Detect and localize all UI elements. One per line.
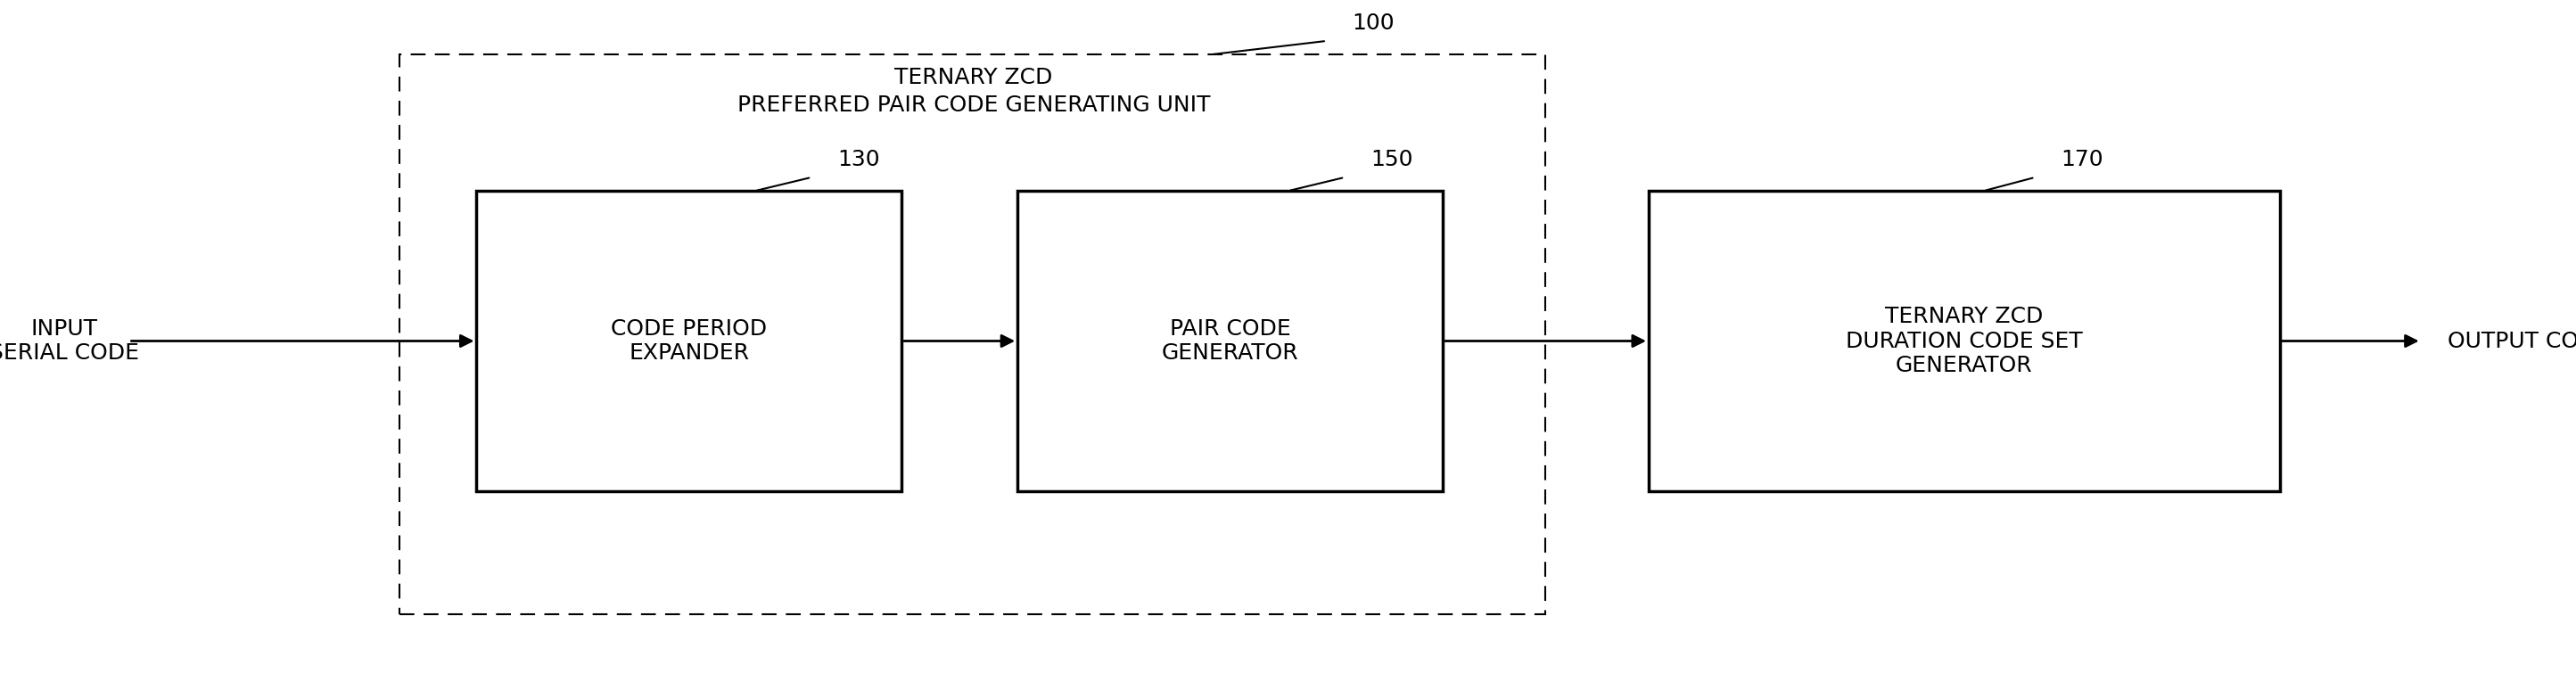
Text: 100: 100 bbox=[1352, 13, 1394, 34]
Bar bbox=[1649, 191, 2280, 491]
Text: OUTPUT CODE: OUTPUT CODE bbox=[2447, 330, 2576, 352]
Text: PAIR CODE
GENERATOR: PAIR CODE GENERATOR bbox=[1162, 318, 1298, 364]
Text: PREFERRED PAIR CODE GENERATING UNIT: PREFERRED PAIR CODE GENERATING UNIT bbox=[737, 95, 1211, 116]
Text: 170: 170 bbox=[2061, 149, 2102, 170]
Text: TERNARY ZCD: TERNARY ZCD bbox=[894, 68, 1054, 89]
Text: INPUT
SERIAL CODE: INPUT SERIAL CODE bbox=[0, 318, 139, 364]
Bar bbox=[477, 191, 902, 491]
Text: 150: 150 bbox=[1370, 149, 1412, 170]
Bar bbox=[1018, 191, 1443, 491]
Text: CODE PERIOD
EXPANDER: CODE PERIOD EXPANDER bbox=[611, 318, 768, 364]
Bar bbox=[399, 55, 1546, 614]
Text: TERNARY ZCD
DURATION CODE SET
GENERATOR: TERNARY ZCD DURATION CODE SET GENERATOR bbox=[1847, 306, 2081, 376]
Text: 130: 130 bbox=[837, 149, 878, 170]
